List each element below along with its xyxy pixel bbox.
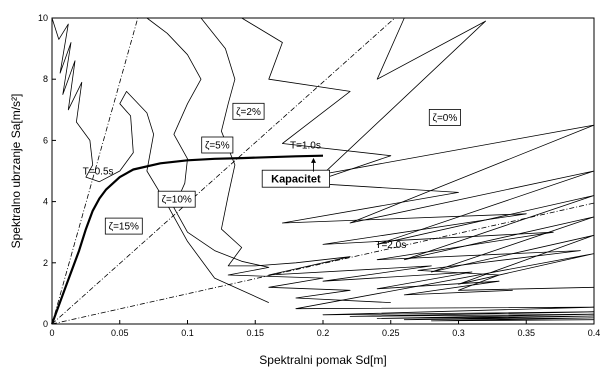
annotation-label: T=1.0s <box>290 141 321 152</box>
annotation-label: ζ=15% <box>109 222 139 233</box>
axis-ticks: 0 0.05 0.1 0.15 0.2 0.25 0.3 0.35 0.4 0 2 4 6 8 10 <box>38 13 600 338</box>
y-tick-label: 4 <box>43 197 48 207</box>
x-tick-label: 0.1 <box>181 328 194 338</box>
annotation-label: ζ=2% <box>236 107 261 118</box>
y-tick-label: 2 <box>43 258 48 268</box>
annotation-box <box>261 169 331 188</box>
annotation-box <box>201 136 234 154</box>
series-line-7--2 <box>241 17 595 291</box>
y-tick-label: 10 <box>38 13 48 23</box>
y-tick-label: 0 <box>43 319 48 329</box>
x-tick-label: 0.2 <box>317 328 330 338</box>
series-group <box>50 17 595 325</box>
annotation-label: Kapacitet <box>271 174 321 186</box>
annotation-label: T=2.0s <box>375 240 406 251</box>
series-line-0-kapacitet <box>50 154 324 325</box>
series-line-6--5 <box>200 17 513 296</box>
annotation-label: ζ=5% <box>205 141 230 152</box>
y-tick-label: 8 <box>43 74 48 84</box>
series-line-2-t-1-0s <box>51 17 396 325</box>
x-tick-label: 0 <box>49 328 54 338</box>
annotation-box <box>428 109 461 126</box>
annotation-box <box>157 190 196 208</box>
annotation-box <box>104 217 143 235</box>
x-tick-label: 0.25 <box>382 328 400 338</box>
series-line-5--10 <box>146 17 391 303</box>
annotation-box <box>232 102 265 120</box>
annotation-label: T=0.5s <box>83 167 114 178</box>
x-tick-label: 0.4 <box>588 328 600 338</box>
x-tick-label: 0.15 <box>246 328 264 338</box>
series-line-4--15 <box>51 17 269 303</box>
x-axis-title: Spektralni pomak Sd[m] <box>259 353 386 367</box>
x-tick-label: 0.35 <box>517 328 535 338</box>
annotation-label: ζ=10% <box>162 195 192 206</box>
y-axis-title: Spektralno ubrzanje Sa[m/s²] <box>9 94 23 249</box>
annotations-group: ζ=2% ζ=0% ζ=5% ζ=10% ζ=15% Kapacitet T=0.5s T=1… <box>83 102 461 251</box>
y-tick-label: 6 <box>43 135 48 145</box>
kapacitet-arrow-head <box>311 157 317 163</box>
annotation-label: ζ=0% <box>433 113 458 124</box>
series-line-3-t-2-0s <box>51 202 595 325</box>
series-line-1-t-0-5s <box>51 17 139 325</box>
x-tick-label: 0.05 <box>111 328 129 338</box>
x-tick-label: 0.3 <box>452 328 465 338</box>
series-line-8--0 <box>295 17 595 322</box>
